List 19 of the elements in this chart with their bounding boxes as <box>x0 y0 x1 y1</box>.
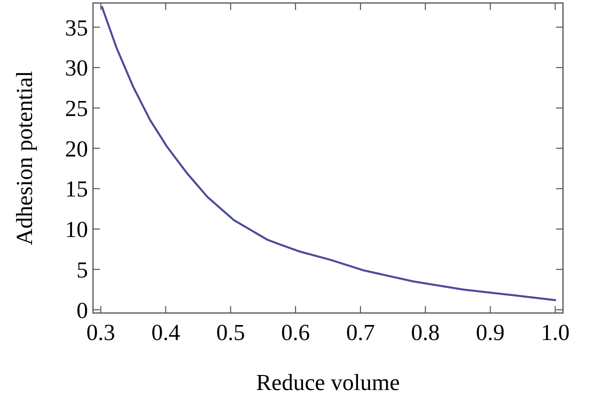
y-tick-label: 25 <box>65 96 88 121</box>
y-axis-title: Adhesion potential <box>12 70 37 246</box>
y-tick-label: 10 <box>65 217 88 242</box>
x-tick-label: 0.7 <box>346 320 375 345</box>
y-tick-label: 15 <box>65 176 88 202</box>
x-tick-label: 1.0 <box>540 320 570 345</box>
line-series <box>101 6 556 302</box>
x-tick-label: 0.8 <box>411 320 440 345</box>
x-tick-label: 0.5 <box>216 320 245 345</box>
x-tick-label: 0.9 <box>476 320 505 345</box>
y-tick-label: 30 <box>65 56 88 81</box>
y-tick-label: 35 <box>65 15 88 40</box>
x-axis-title: Reduce volume <box>256 370 400 395</box>
x-tick-label: 0.3 <box>86 320 116 345</box>
y-tick-label: 0 <box>76 298 88 323</box>
y-tick-label: 20 <box>65 136 88 162</box>
x-tick-label: 0.4 <box>151 320 181 345</box>
y-tick-label: 5 <box>76 257 88 282</box>
x-tick-label: 0.6 <box>281 320 310 345</box>
